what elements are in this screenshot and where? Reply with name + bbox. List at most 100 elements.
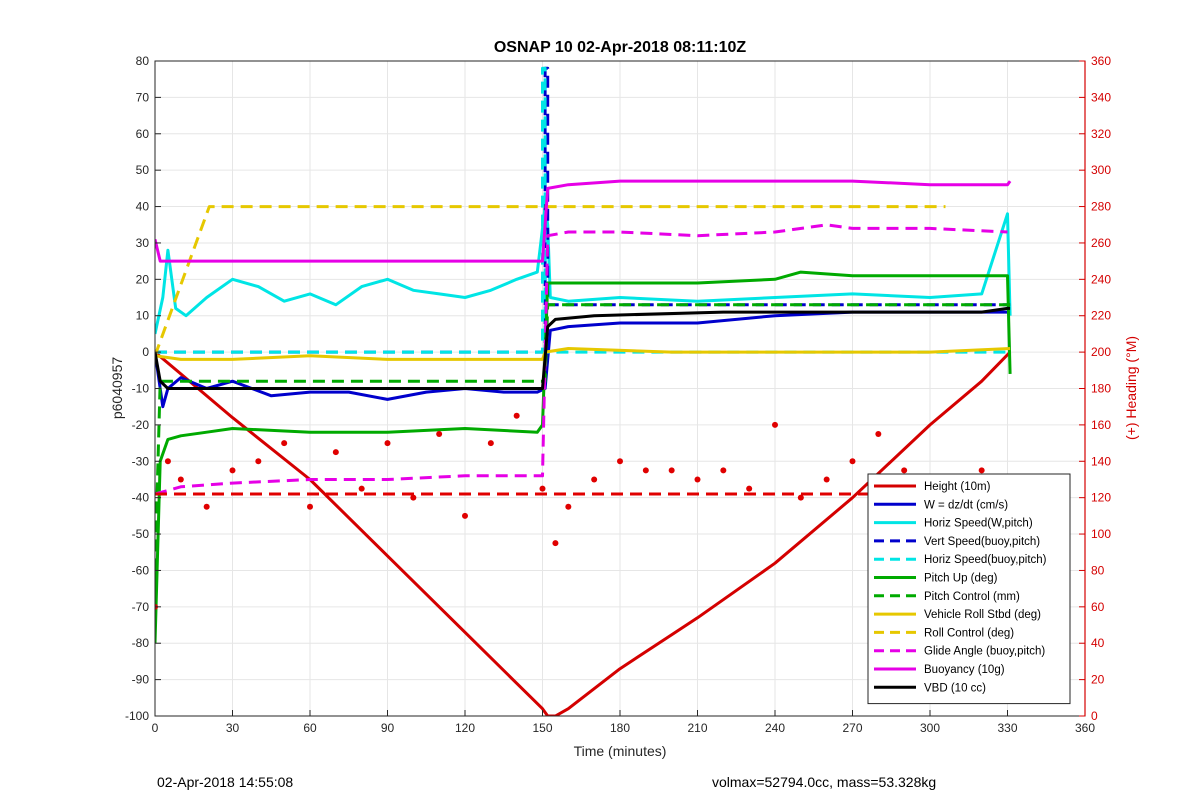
y-tick-label: 0: [142, 345, 149, 359]
heading-point: [901, 467, 908, 474]
x-axis: 0 30 60 90 120 150 180 210 240 270 300 330 360: [152, 710, 1095, 735]
y-right-tick-label: 240: [1091, 272, 1111, 286]
heading-point: [462, 512, 468, 519]
y-tick-label: 40: [136, 200, 150, 214]
series-w-dz-dt-cm-s: [155, 310, 1011, 409]
heading-point: [513, 412, 520, 419]
legend-entry-label: Pitch Control (mm): [924, 591, 1020, 603]
legend: Height (10m) W = dz/dt (cm/s) Horiz Speed(…: [867, 473, 1071, 705]
heading-point: [694, 476, 701, 483]
y-tick-label: 10: [136, 309, 150, 323]
legend-entry-label: Height (10m): [924, 481, 991, 493]
y-axis-right-label: (+) Heading (°M): [1123, 336, 1139, 440]
y-tick-label: -30: [132, 454, 150, 468]
heading-point: [255, 458, 262, 465]
x-axis-label: Time (minutes): [574, 743, 667, 759]
series-vert-speed-buoy-pitch: [155, 66, 1011, 354]
y-tick-label: -20: [132, 418, 150, 432]
heading-point: [668, 467, 675, 474]
y-tick-label: -60: [132, 563, 150, 577]
heading-point: [164, 458, 171, 465]
y-axis-label: p6040957: [109, 357, 125, 420]
heading-point: [772, 421, 778, 428]
x-tick-label: 300: [920, 721, 940, 735]
series-height-10m: [155, 350, 1012, 716]
heading-point: [436, 430, 443, 437]
x-tick-label: 150: [532, 721, 552, 735]
series-horiz-speed-w-pitch: [155, 205, 1012, 335]
x-tick-label: 30: [226, 721, 240, 735]
heading-point: [617, 458, 623, 465]
y-tick-label: -70: [132, 600, 150, 614]
heading-point: [177, 476, 184, 483]
y-right-tick-label: 20: [1091, 673, 1105, 687]
heading-point: [229, 467, 236, 474]
x-tick-label: 60: [303, 721, 317, 735]
y-tick-label: 70: [136, 90, 150, 104]
series-heading: [155, 412, 1011, 610]
legend-entry-label: VBD (10 cc): [924, 682, 986, 694]
heading-point: [203, 503, 210, 510]
x-tick-label: 240: [765, 721, 785, 735]
y-tick-label: 30: [136, 236, 150, 250]
heading-point: [642, 467, 649, 474]
legend-entry-label: Roll Control (deg): [924, 627, 1014, 639]
legend-entry-label: Pitch Up (deg): [924, 573, 998, 585]
y-right-tick-label: 260: [1091, 236, 1111, 250]
heading-point: [358, 485, 365, 492]
legend-entry-label: Horiz Speed(W,pitch): [924, 518, 1033, 530]
heading-point: [591, 476, 598, 483]
heading-point: [978, 467, 985, 474]
heading-point: [823, 476, 830, 483]
y-right-tick-label: 100: [1091, 527, 1111, 541]
y-tick-label: 50: [136, 163, 150, 177]
series-horiz-speed-buoy-pitch: [155, 66, 1011, 354]
series-roll-control-deg: [155, 205, 946, 357]
x-tick-label: 360: [1075, 721, 1095, 735]
series-buoyancy-10g: [155, 179, 1012, 263]
y-right-tick-label: 40: [1091, 636, 1105, 650]
series-glide-angle-buoy-pitch: [155, 223, 1008, 496]
heading-point: [552, 540, 559, 547]
y-right-tick-label: 320: [1091, 127, 1111, 141]
x-tick-label: 210: [687, 721, 707, 735]
y-right-tick-label: 180: [1091, 382, 1111, 396]
y-right-tick-label: 0: [1091, 709, 1098, 723]
footer-stats: volmax=52794.0cc, mass=53.328kg: [712, 774, 937, 790]
legend-entry-label: W = dz/dt (cm/s): [924, 499, 1008, 511]
y-right-tick-label: 60: [1091, 600, 1105, 614]
y-tick-label: 20: [136, 272, 150, 286]
y-right-tick-label: 360: [1091, 54, 1111, 68]
y-tick-label: -90: [132, 673, 150, 687]
chart-title: OSNAP 10 02-Apr-2018 08:11:10Z: [494, 39, 747, 56]
y-right-tick-label: 120: [1091, 491, 1111, 505]
y-right-tick-label: 300: [1091, 163, 1111, 177]
heading-point: [410, 494, 417, 501]
heading-point: [539, 485, 546, 492]
heading-point: [797, 494, 804, 501]
legend-entry-label: Vehicle Roll Stbd (deg): [924, 609, 1041, 621]
heading-point: [307, 503, 313, 510]
heading-point: [384, 440, 391, 447]
legend-box: [867, 473, 1071, 705]
y-tick-label: -80: [132, 636, 150, 650]
series-vbd-10-cc: [155, 306, 1011, 390]
x-tick-label: 270: [842, 721, 862, 735]
heading-point: [746, 485, 753, 492]
legend-entry-label: Glide Angle (buoy,pitch): [924, 646, 1045, 658]
x-tick-label: 330: [997, 721, 1017, 735]
legend-entry-label: Horiz Speed(buoy,pitch): [924, 554, 1047, 566]
y-axis-left: -100-90-80-70-60-50-40-30-20-10010203040…: [125, 54, 161, 723]
y-right-tick-label: 200: [1091, 345, 1111, 359]
heading-point: [849, 458, 856, 465]
x-tick-label: 0: [152, 721, 159, 735]
y-right-tick-label: 220: [1091, 309, 1111, 323]
y-right-tick-label: 140: [1091, 454, 1111, 468]
heading-point: [565, 503, 572, 510]
heading-point: [875, 430, 882, 437]
footer-timestamp: 02-Apr-2018 14:55:08: [157, 774, 294, 790]
legend-entry-label: Buoyancy (10g): [924, 664, 1005, 676]
x-tick-label: 180: [610, 721, 630, 735]
x-tick-label: 120: [455, 721, 475, 735]
y-tick-label: -50: [132, 527, 150, 541]
